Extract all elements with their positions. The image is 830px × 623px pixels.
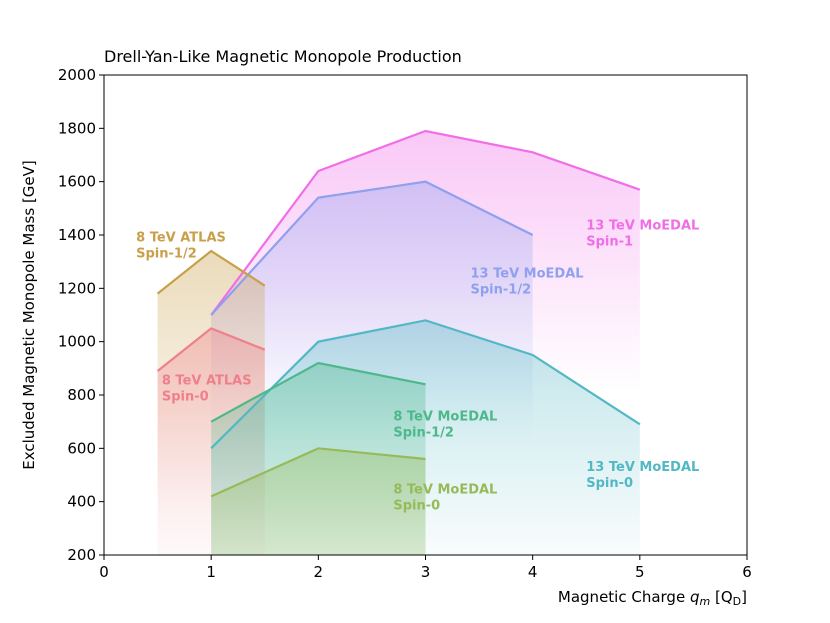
- series-labels: 13 TeV MoEDAL Spin-113 TeV MoEDAL Spin-1/2…: [136, 219, 699, 514]
- x-tick-label: 2: [314, 563, 324, 581]
- 8-tev-moedal-spin-0-label: 8 TeV MoEDAL Spin-0: [393, 483, 497, 514]
- 8-tev-atlas-spin-0-line: [156, 327, 266, 372]
- y-tick-label: 800: [67, 386, 96, 404]
- y-tick-label: 1000: [58, 333, 96, 351]
- y-tick-label: 1600: [58, 173, 96, 191]
- x-tick-label: 3: [421, 563, 431, 581]
- 8-tev-atlas-spin-1-2-line: [156, 249, 266, 295]
- y-tick-label: 400: [67, 493, 96, 511]
- x-tick-label: 1: [206, 563, 216, 581]
- 13-tev-moedal-spin-1-line: [210, 129, 641, 316]
- y-tick-label: 200: [67, 546, 96, 564]
- y-tick-label: 1200: [58, 279, 96, 297]
- 8-tev-moedal-spin-0-area: [211, 448, 426, 555]
- x-tick-label: 4: [528, 563, 538, 581]
- 13-tev-moedal-spin-1-label: 13 TeV MoEDAL Spin-1: [586, 219, 699, 250]
- y-axis-ticks: 200 400 600 800 1000 1200 1400 1600 1800 2000: [58, 66, 104, 564]
- chart-title: Drell-Yan-Like Magnetic Monopole Product…: [104, 47, 462, 66]
- y-tick-label: 2000: [58, 66, 96, 84]
- 8-tev-moedal-spin-1-2-label: 8 TeV MoEDAL Spin-1/2: [393, 409, 497, 440]
- y-tick-label: 600: [67, 439, 96, 457]
- 13-tev-moedal-spin-0-label: 13 TeV MoEDAL Spin-0: [586, 460, 699, 491]
- 13-tev-moedal-spin-1-2-label: 13 TeV MoEDAL Spin-1/2: [471, 267, 584, 298]
- y-tick-label: 1800: [58, 119, 96, 137]
- series-lines: [156, 129, 641, 498]
- 8-tev-atlas-spin-0-label: 8 TeV ATLAS Spin-0: [162, 373, 252, 404]
- 8-tev-moedal-spin-1-2-line: [210, 361, 426, 423]
- x-axis-label: Magnetic Charge qm [QD]: [558, 588, 747, 608]
- 8-tev-atlas-spin-1-2-label: 8 TeV ATLAS Spin-1/2: [136, 231, 226, 262]
- x-tick-label: 6: [742, 563, 752, 581]
- x-tick-label: 5: [635, 563, 645, 581]
- 8-tev-moedal-spin-0-line: [210, 447, 426, 498]
- 13-tev-moedal-spin-1-2-line: [210, 180, 534, 316]
- x-tick-label: 0: [99, 563, 109, 581]
- x-axis-ticks: 0 1 2 3 4 5 6: [99, 555, 752, 581]
- 13-tev-moedal-spin-0-line: [210, 319, 641, 450]
- y-tick-label: 1400: [58, 226, 96, 244]
- y-axis-label: Excluded Magnetic Monopole Mass [GeV]: [20, 160, 38, 470]
